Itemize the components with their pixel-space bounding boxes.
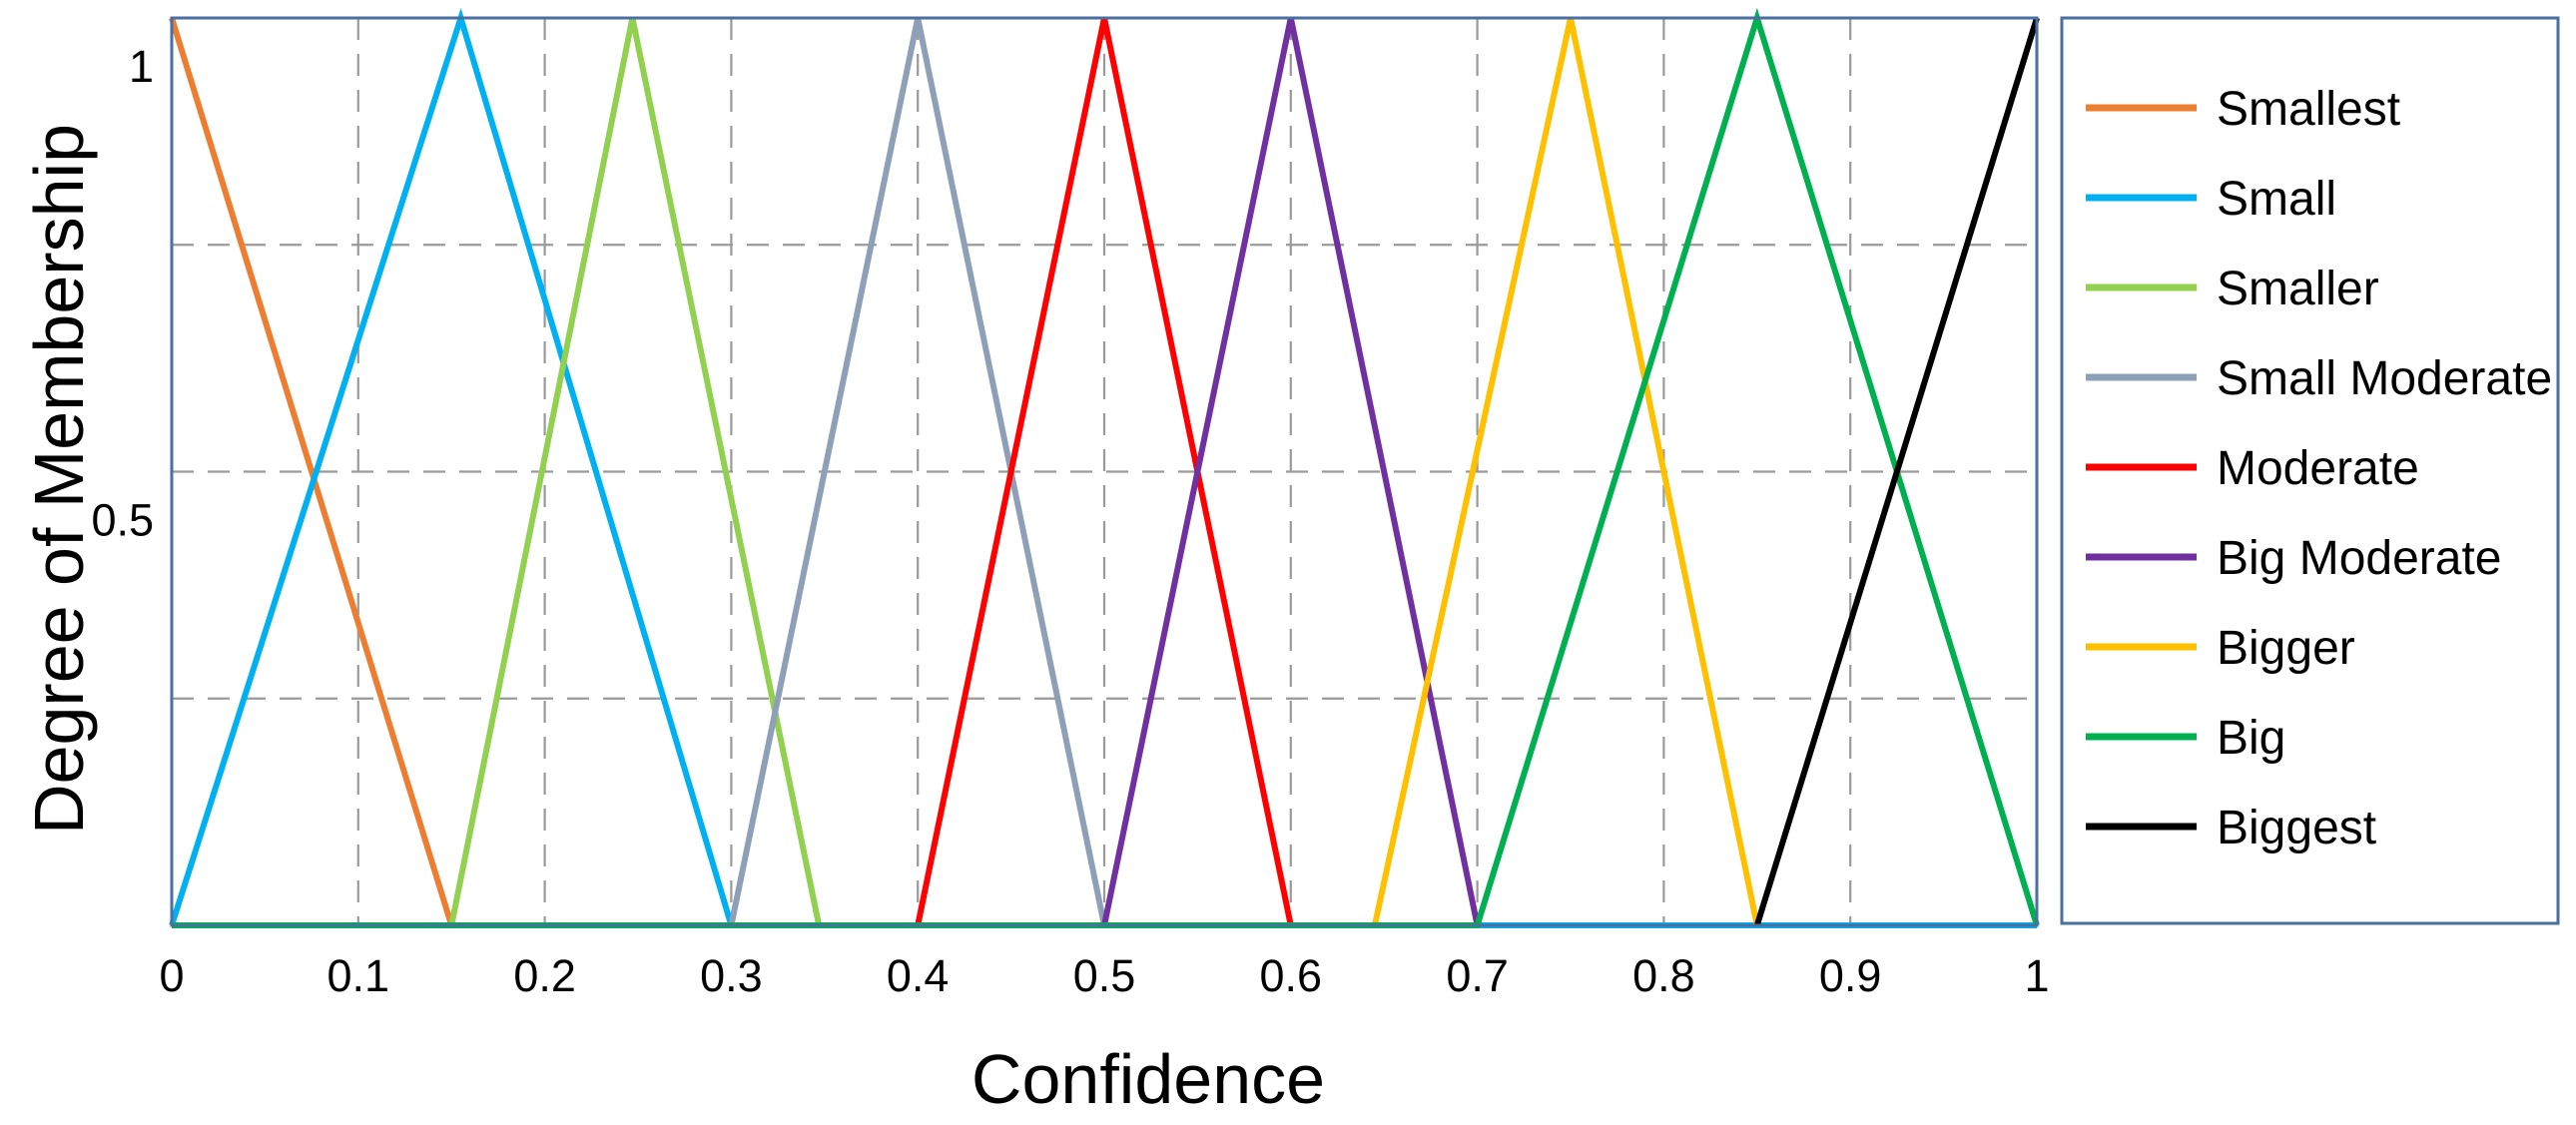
x-tick-label: 1 xyxy=(2024,950,2049,1001)
x-axis-title: Confidence xyxy=(971,1040,1325,1118)
legend-label-bigger: Bigger xyxy=(2217,622,2355,675)
x-tick-label: 0.3 xyxy=(700,950,763,1001)
y-axis-tick-labels: 0.51 xyxy=(91,41,154,546)
x-tick-label: 0.4 xyxy=(887,950,950,1001)
x-tick-label: 0.1 xyxy=(327,950,390,1001)
y-tick-label: 0.5 xyxy=(91,495,154,546)
legend-label-smallest: Smallest xyxy=(2217,83,2400,136)
x-tick-label: 0 xyxy=(159,950,184,1001)
legend-label-small: Small xyxy=(2217,173,2336,226)
y-tick-label: 1 xyxy=(129,41,154,92)
grid-lines xyxy=(172,18,2037,925)
x-tick-label: 0.6 xyxy=(1260,950,1323,1001)
plot-area-frame xyxy=(170,16,2039,927)
legend-frame xyxy=(2060,16,2560,925)
x-axis-tick-labels: 0 0.1 0.2 0.3 0.4 0.5 0.6 0.7 0.8 0.9 1 xyxy=(159,950,2049,1001)
legend-label-small-moderate: Small Moderate xyxy=(2217,352,2552,405)
x-tick-label: 0.5 xyxy=(1073,950,1136,1001)
y-axis-title: Degree of Membership xyxy=(20,124,98,835)
x-tick-label: 0.7 xyxy=(1446,950,1509,1001)
legend: Smallest Small Smaller Small Moderate Modera… xyxy=(2086,83,2552,854)
legend-label-biggest: Biggest xyxy=(2217,802,2376,854)
x-tick-label: 0.8 xyxy=(1632,950,1695,1001)
series-line-biggest xyxy=(1753,17,2040,926)
legend-label-smaller: Smaller xyxy=(2217,263,2379,315)
legend-label-big: Big xyxy=(2217,712,2285,765)
legend-label-moderate: Moderate xyxy=(2217,442,2419,495)
legend-label-big-moderate: Big Moderate xyxy=(2217,532,2502,585)
x-tick-label: 0.9 xyxy=(1819,950,1882,1001)
x-tick-label: 0.2 xyxy=(513,950,576,1001)
